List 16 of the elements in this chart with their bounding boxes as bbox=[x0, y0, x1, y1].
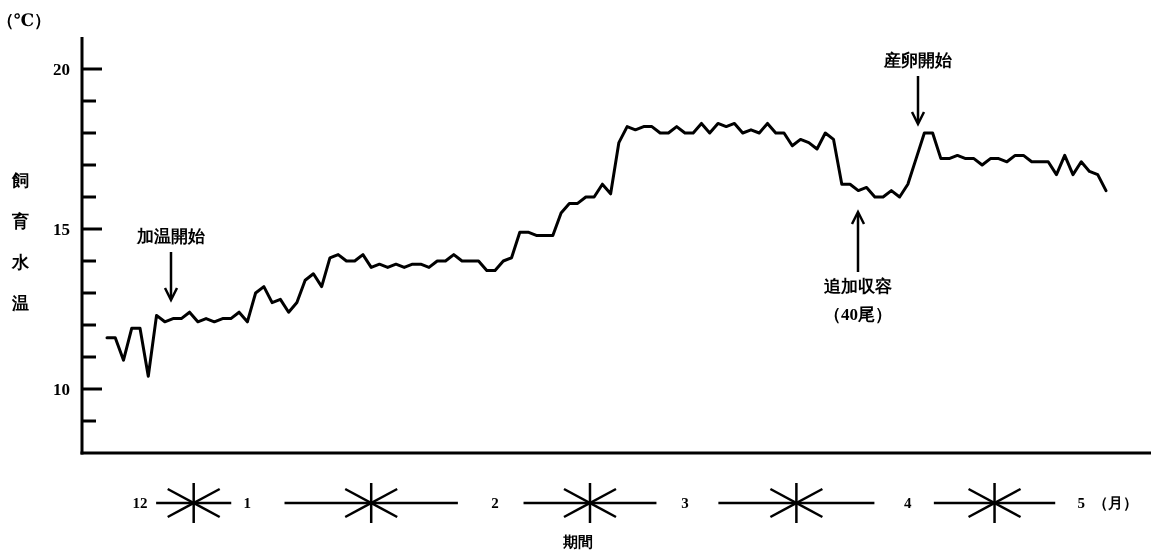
x-tick-label: 3 bbox=[681, 495, 689, 511]
text: 飼育水温 bbox=[11, 171, 29, 313]
y-tick-label: 20 bbox=[53, 60, 70, 79]
x-tick-label: 5 bbox=[1077, 495, 1085, 511]
y-tick-label: 10 bbox=[53, 380, 70, 399]
x-tick-label: 2 bbox=[491, 495, 499, 511]
x-tick-label: 4 bbox=[904, 495, 913, 511]
y-tick-label: 15 bbox=[53, 220, 70, 239]
annotation: 産卵開始 bbox=[883, 51, 953, 70]
annotation: 追加収容（40尾） bbox=[823, 277, 892, 324]
text: （℃） bbox=[0, 11, 52, 30]
text: （月） bbox=[1093, 495, 1139, 511]
annotation: 加温開始 bbox=[136, 227, 206, 246]
x-axis-title: 期間 bbox=[562, 534, 593, 550]
x-tick-label: 1 bbox=[243, 495, 252, 511]
x-tick-label: 12 bbox=[132, 495, 148, 511]
